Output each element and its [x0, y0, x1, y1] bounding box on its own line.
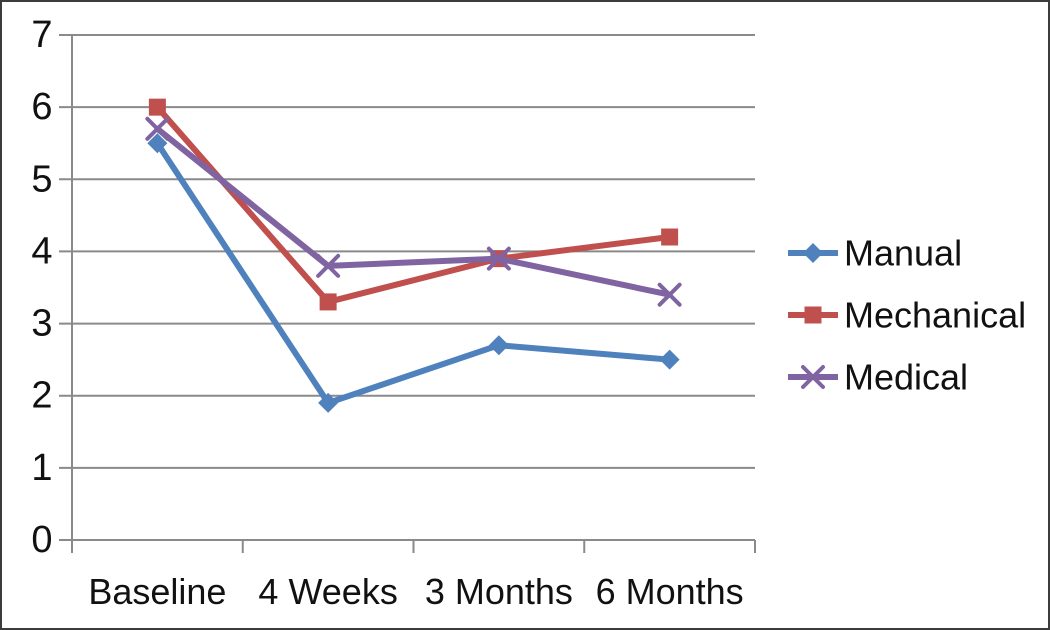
square-marker — [804, 306, 822, 324]
y-tick-label: 2 — [31, 375, 52, 417]
y-tick-label: 0 — [31, 519, 52, 561]
x-marker — [801, 365, 825, 389]
y-tick-label: 1 — [31, 447, 52, 489]
square-marker — [661, 228, 679, 246]
legend-item-mechanical: Mechanical — [788, 295, 1026, 336]
series-medical — [145, 116, 682, 307]
diamond-marker — [488, 335, 509, 356]
y-tick-label: 5 — [31, 158, 52, 200]
square-marker — [148, 98, 166, 116]
x-marker — [657, 282, 682, 307]
series-line — [154, 140, 673, 406]
diamond-marker — [803, 243, 823, 263]
series-line — [154, 125, 673, 298]
diamond-marker — [318, 392, 339, 413]
series-manual — [147, 133, 680, 413]
y-tick-label: 7 — [31, 14, 52, 56]
series-line — [154, 104, 673, 305]
x-tick-label: Baseline — [88, 571, 226, 612]
square-marker — [319, 293, 337, 311]
y-tick-label: 6 — [31, 86, 52, 128]
legend-item-manual: Manual — [788, 233, 962, 274]
y-tick-label: 4 — [31, 230, 52, 272]
x-marker — [145, 116, 170, 141]
diamond-marker — [659, 349, 680, 370]
x-tick-label: 3 Months — [425, 571, 573, 612]
legend-label: Mechanical — [844, 295, 1026, 336]
legend-label: Medical — [844, 357, 968, 398]
x-tick-label: 4 Weeks — [258, 571, 397, 612]
y-tick-label: 3 — [31, 303, 52, 345]
diamond-marker — [147, 133, 168, 154]
legend-item-medical: Medical — [788, 357, 968, 398]
x-marker — [486, 246, 511, 271]
legend-label: Manual — [844, 233, 962, 274]
x-tick-label: 6 Months — [596, 571, 744, 612]
x-marker — [316, 253, 341, 278]
